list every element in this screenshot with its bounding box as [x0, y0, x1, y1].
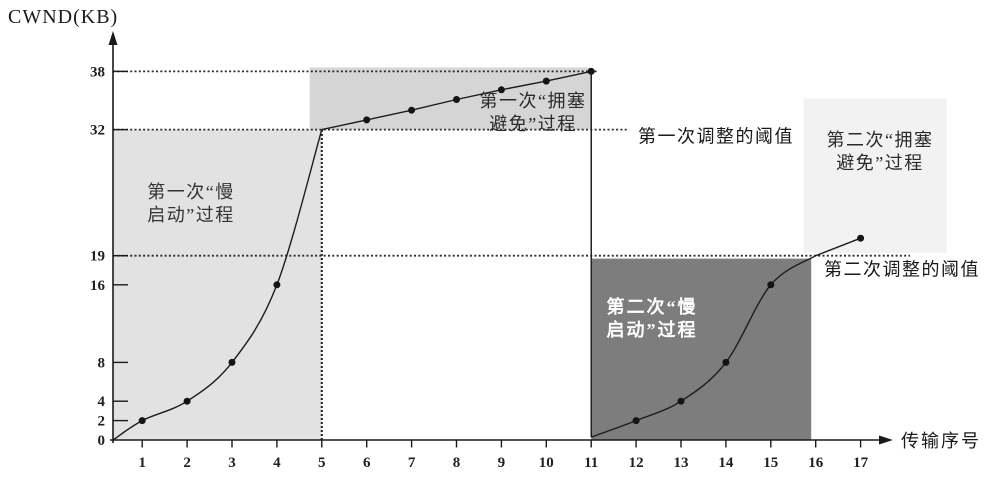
x-tick-label-15: 15: [763, 455, 778, 471]
x-axis-title: 传输序号: [901, 431, 981, 451]
y-tick-label-32: 32: [90, 123, 105, 139]
x-tick-label-2: 2: [183, 455, 191, 471]
y-tick-label-8: 8: [98, 355, 106, 371]
label-slow-start-2-line-2: 启动”过程: [606, 320, 698, 340]
x-tick-label-11: 11: [584, 455, 598, 471]
data-point-slow-start-2-2: [677, 397, 685, 405]
y-tick-label-16: 16: [90, 278, 106, 294]
x-tick-label-7: 7: [408, 455, 416, 471]
x-tick-label-1: 1: [138, 455, 146, 471]
x-tick-label-13: 13: [674, 455, 689, 471]
label-threshold-2: 第二次调整的阈值: [824, 259, 980, 282]
label-cong-avoid-1-line-1: 第一次“拥塞: [479, 91, 587, 111]
x-tick-label-16: 16: [808, 455, 824, 471]
label-cong-avoid-1: 第一次“拥塞 避免”过程: [480, 90, 587, 136]
x-tick-label-12: 12: [629, 455, 644, 471]
x-tick-label-3: 3: [228, 455, 236, 471]
label-threshold-2-line-1: 第二次调整的阈值: [824, 259, 980, 280]
x-tick-label-6: 6: [363, 455, 371, 471]
data-point-congestion-avoidance-1-3: [453, 96, 460, 103]
region-slow-start-1: [113, 129, 322, 440]
label-cong-avoid-2-line-2: 避免”过程: [836, 153, 924, 173]
y-tick-label-2: 2: [98, 414, 106, 430]
label-cong-avoid-2: 第二次“拥塞 避免”过程: [827, 129, 934, 175]
x-tick-label-10: 10: [539, 455, 554, 471]
data-point-congestion-avoidance-1-2: [408, 106, 416, 114]
y-tick-label-19: 19: [90, 249, 105, 265]
y-tick-label-0: 0: [98, 433, 106, 449]
y-tick-label-4: 4: [98, 394, 106, 410]
x-tick-label-9: 9: [498, 455, 506, 471]
label-threshold-1-line-1: 第一次调整的阈值: [638, 126, 794, 147]
region-slow-start-2: [591, 258, 812, 440]
label-slow-start-1: 第一次“慢启动”过程: [147, 181, 235, 227]
data-point-slow-start-1-4: [273, 281, 281, 289]
x-tick-label-4: 4: [273, 455, 281, 471]
data-point-slow-start-1-3: [228, 358, 236, 366]
data-point-slow-start-2-4: [767, 281, 775, 289]
x-axis-arrow: [879, 435, 893, 445]
data-point-slow-start-2-3: [722, 358, 730, 366]
x-tick-label-5: 5: [318, 455, 326, 471]
data-point-slow-start-2-1: [632, 417, 640, 425]
data-point-slow-start-1-1: [138, 417, 146, 425]
region-congestion-avoidance-2: [803, 98, 947, 253]
y-axis-arrow: [108, 31, 118, 45]
data-point-congestion-avoidance-2-1: [857, 234, 865, 242]
label-slow-start-2-line-1: 第二次“慢: [606, 297, 698, 317]
region-congestion-avoidance-1: [309, 67, 592, 130]
series-congestion-avoidance-2: [815, 237, 861, 257]
label-threshold-1: 第一次调整的阈值: [638, 126, 794, 149]
label-slow-start-1-line-2: 启动”过程: [147, 205, 235, 225]
data-point-congestion-avoidance-1-5: [542, 77, 550, 85]
y-axis-title: CWND(KB): [8, 6, 119, 28]
data-point-congestion-avoidance-1-1: [363, 116, 371, 124]
label-slow-start-1-line-1: 第一次“慢: [147, 182, 235, 202]
label-cong-avoid-1-line-2: 避免”过程: [489, 114, 577, 134]
label-cong-avoid-2-line-1: 第二次“拥塞: [826, 130, 934, 150]
x-tick-label-17: 17: [853, 455, 869, 471]
y-tick-label-38: 38: [90, 64, 105, 80]
x-tick-label-14: 14: [718, 455, 734, 471]
data-point-congestion-avoidance-1-4: [497, 86, 505, 94]
data-point-slow-start-1-2: [183, 397, 191, 405]
x-tick-label-8: 8: [453, 455, 461, 471]
label-slow-start-2: 第二次“慢启动”过程: [607, 296, 698, 342]
